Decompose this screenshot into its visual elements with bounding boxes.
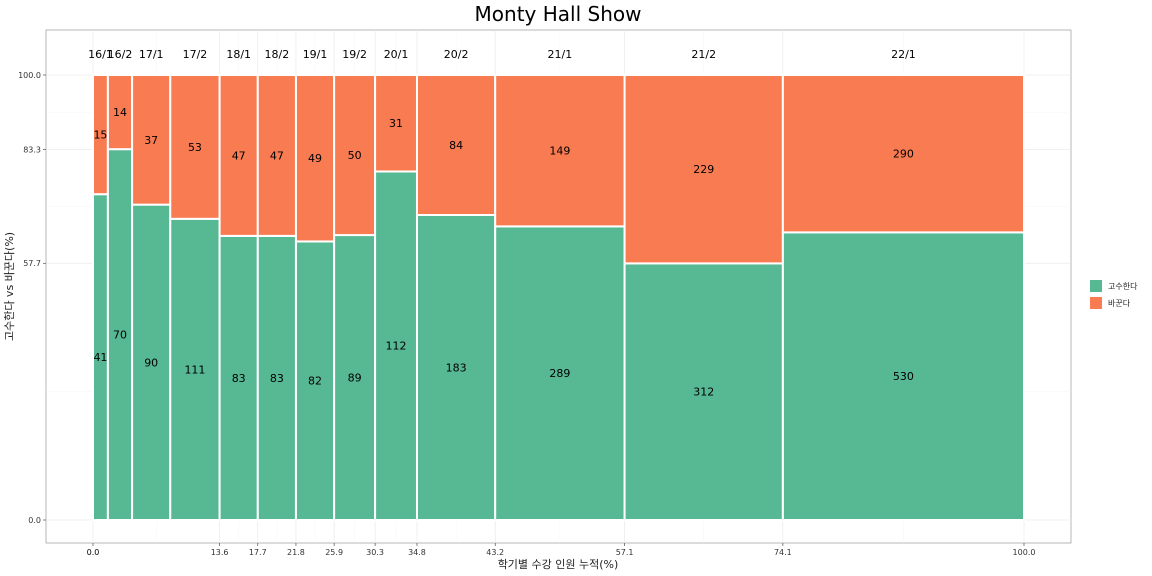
value-label-stay: 89: [348, 372, 362, 385]
semester-label: 16/1: [88, 48, 113, 61]
semester-label: 18/1: [226, 48, 251, 61]
cell-switch-19/1: [294, 74, 336, 243]
semester-label: 17/2: [183, 48, 208, 61]
value-label-stay: 70: [113, 329, 127, 342]
x-tick-label: 17.7: [249, 548, 267, 557]
x-axis-title: 학기별 수강 인원 누적(%): [498, 558, 619, 571]
value-label-stay: 312: [693, 386, 714, 399]
cell-switch-18/2: [256, 74, 297, 237]
x-tick-label: 74.1: [774, 548, 792, 557]
legend-swatch: [1090, 297, 1102, 309]
cell-stay-17/2: [169, 217, 221, 521]
cell-switch-17/2: [169, 74, 221, 220]
x-tick-label: 13.6: [211, 548, 229, 557]
y-tick-label: 100.0: [18, 71, 41, 80]
value-label-stay: 183: [446, 362, 467, 375]
cell-switch-21/2: [623, 74, 784, 265]
y-axis: 0.0 57.7 83.3 100.0: [18, 71, 46, 525]
x-tick-label: 57.1: [616, 548, 634, 557]
y-tick-label: 57.7: [23, 259, 41, 268]
value-label-stay: 111: [184, 363, 205, 376]
cell-stay-19/2: [333, 234, 377, 522]
value-label-stay: 112: [386, 340, 407, 353]
value-label-switch: 14: [113, 106, 127, 119]
x-tick-label: 34.8: [408, 548, 426, 557]
cell-switch-20/2: [415, 74, 497, 216]
semester-label: 18/2: [265, 48, 290, 61]
cell-stay-22/1: [781, 231, 1025, 521]
x-tick-label: 25.9: [325, 548, 343, 557]
value-label-switch: 37: [144, 134, 158, 147]
y-axis-title: 고수한다 vs 바꾼다(%): [3, 232, 16, 341]
cell-switch-22/1: [781, 74, 1025, 234]
cell-switch-18/1: [218, 74, 259, 237]
semester-label: 16/2: [108, 48, 133, 61]
value-label-switch: 49: [308, 152, 322, 165]
x-tick-label: 0.0: [87, 548, 100, 557]
value-label-stay: 83: [270, 372, 284, 385]
semester-label: 19/1: [303, 48, 328, 61]
cell-stay-16/2: [106, 148, 134, 522]
cell-stay-20/2: [415, 214, 497, 521]
x-tick-label: 43.2: [486, 548, 504, 557]
semester-label: 20/2: [444, 48, 469, 61]
value-label-switch: 50: [348, 149, 362, 162]
cell-switch-20/1: [374, 74, 418, 173]
semester-label: 17/1: [139, 48, 164, 61]
legend-label: 바꾼다: [1108, 298, 1131, 308]
mosaic-cells: [92, 74, 1025, 522]
semester-label: 21/1: [548, 48, 573, 61]
x-tick-label: 30.3: [366, 548, 384, 557]
value-label-stay: 530: [893, 370, 914, 383]
value-label-stay: 83: [232, 372, 246, 385]
y-tick-label: 83.3: [23, 145, 41, 154]
value-label-switch: 15: [93, 129, 107, 142]
chart-title: Monty Hall Show: [475, 2, 642, 26]
value-label-switch: 47: [270, 149, 284, 162]
value-label-stay: 41: [93, 351, 107, 364]
value-label-switch: 31: [389, 117, 403, 130]
value-label-switch: 84: [449, 139, 463, 152]
value-label-stay: 289: [549, 367, 570, 380]
cell-stay-21/2: [623, 262, 784, 521]
legend-swatch: [1090, 280, 1102, 292]
x-axis: 0.00.0 13.6 17.7 21.8 25.9 30.3 34.8 43.2 57.1 74…: [87, 543, 1036, 557]
cell-switch-16/2: [106, 74, 134, 151]
value-label-stay: 82: [308, 375, 322, 388]
y-tick-label: 0.0: [28, 516, 41, 525]
semester-label: 20/1: [384, 48, 409, 61]
value-label-switch: 290: [893, 148, 914, 161]
value-label-switch: 149: [549, 145, 570, 158]
semester-label: 22/1: [891, 48, 916, 61]
value-label-stay: 90: [144, 356, 158, 369]
value-label-switch: 53: [188, 141, 202, 154]
cell-switch-17/1: [131, 74, 172, 206]
cell-stay-21/1: [494, 225, 626, 521]
value-label-switch: 229: [693, 163, 714, 176]
x-tick-label: 21.8: [287, 548, 305, 557]
x-tick-label: 0.0: [87, 548, 100, 557]
value-label-switch: 47: [232, 149, 246, 162]
semester-labels: 16/116/2 17/1 17/2 18/1 18/2 19/1 19/2 20/1 20/2…: [88, 48, 916, 61]
cell-switch-21/1: [494, 74, 626, 228]
semester-label: 21/2: [691, 48, 716, 61]
legend-label: 고수한다: [1108, 282, 1138, 291]
cell-value-labels: 41 15 70 14 90 37 111 53 83 47 83 47 82 49 89 50 112 31 18…: [93, 106, 913, 399]
semester-label: 19/2: [342, 48, 367, 61]
x-tick-label: 100.0: [1013, 548, 1036, 557]
cell-stay-19/1: [294, 240, 336, 521]
